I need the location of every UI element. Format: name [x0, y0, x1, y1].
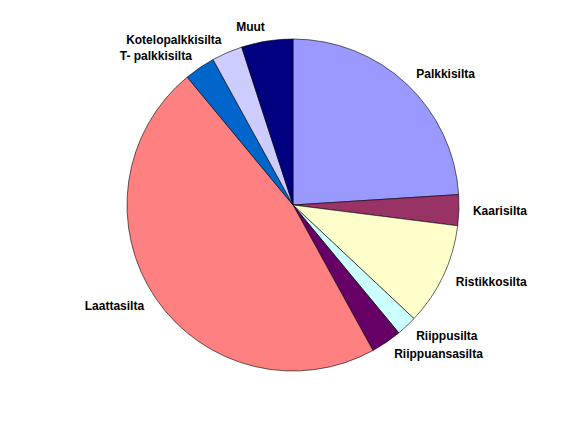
svg-text:Riippusilta: Riippusilta — [416, 329, 478, 343]
svg-text:T- palkkisilta: T- palkkisilta — [120, 49, 192, 63]
svg-text:Riippuansasilta: Riippuansasilta — [394, 347, 483, 361]
svg-text:Kotelopalkkisilta: Kotelopalkkisilta — [126, 33, 222, 47]
svg-text:Ristikkosilta: Ristikkosilta — [456, 275, 527, 289]
svg-text:Palkkisilta: Palkkisilta — [416, 67, 475, 81]
svg-text:Laattasilta: Laattasilta — [85, 299, 145, 313]
svg-text:Muut: Muut — [236, 20, 265, 34]
svg-text:Kaarisilta: Kaarisilta — [473, 204, 527, 218]
